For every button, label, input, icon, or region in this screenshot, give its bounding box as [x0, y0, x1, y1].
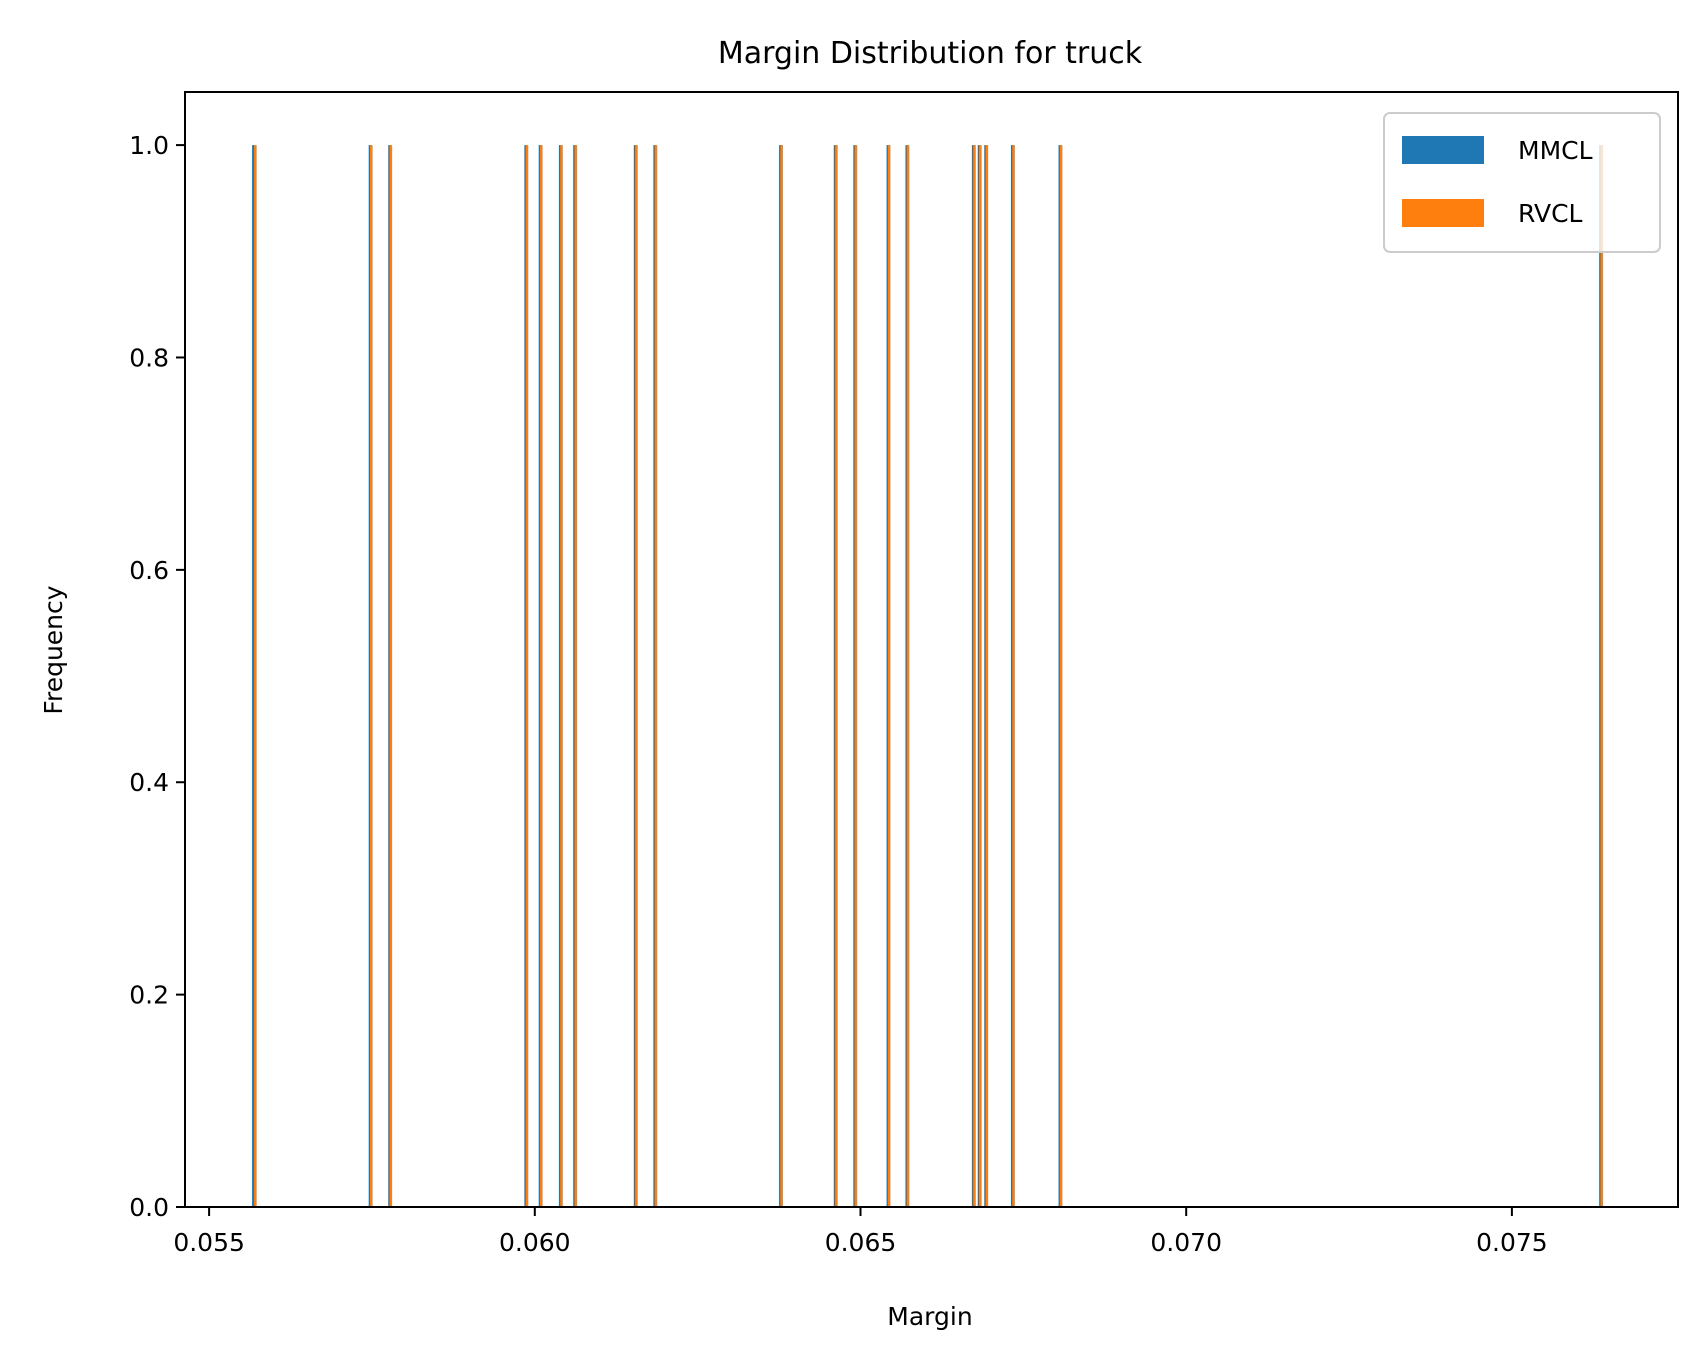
bar-rvcl-9 — [780, 145, 783, 1208]
bar-mmcl-17 — [1010, 145, 1014, 1208]
plot-frame — [184, 91, 1679, 1208]
bars-group — [252, 145, 1604, 1208]
bar-rvcl-0 — [254, 145, 257, 1208]
y-tick-label: 0.8 — [129, 343, 169, 372]
bar-mmcl-5 — [558, 145, 562, 1208]
x-tick-label: 0.055 — [173, 1228, 245, 1257]
bar-rvcl-2 — [389, 145, 393, 1208]
bar-rvcl-15 — [979, 145, 982, 1208]
bar-mmcl-6 — [573, 145, 576, 1208]
x-axis: 0.055 0.060 0.065 0.070 0.075 — [173, 1207, 1548, 1257]
bar-rvcl-10 — [835, 145, 838, 1208]
legend-frame — [1383, 112, 1661, 253]
bar-rvcl-4 — [540, 145, 543, 1208]
legend-label-mmcl: MMCL — [1518, 136, 1593, 165]
y-tick-label: 0.2 — [129, 981, 169, 1010]
bar-rvcl-14 — [973, 145, 976, 1208]
x-axis-label: Margin — [887, 1302, 972, 1331]
bar-rvcl-18 — [1059, 145, 1063, 1208]
legend-swatch-mmcl — [1402, 136, 1484, 164]
legend-swatch-rvcl — [1402, 199, 1484, 227]
bar-rvcl-8 — [654, 145, 658, 1208]
y-axis: 0.0 0.2 0.4 0.6 0.8 1.0 — [129, 131, 185, 1222]
y-axis-label: Frequency — [39, 585, 68, 714]
x-tick-label: 0.070 — [1150, 1228, 1222, 1257]
chart-title: Margin Distribution for truck — [718, 36, 1143, 71]
bar-mmcl-0 — [252, 145, 255, 1208]
bar-rvcl-12 — [887, 145, 891, 1208]
bar-rvcl-16 — [985, 145, 989, 1208]
x-tick-label: 0.060 — [499, 1228, 571, 1257]
bar-rvcl-13 — [906, 145, 910, 1208]
bar-rvcl-6 — [574, 145, 578, 1208]
y-tick-label: 0.0 — [129, 1193, 169, 1222]
bar-rvcl-11 — [854, 145, 858, 1208]
bar-mmcl-19 — [1599, 145, 1602, 1208]
bar-rvcl-5 — [560, 145, 563, 1208]
bar-rvcl-3 — [525, 145, 529, 1208]
y-tick-label: 0.6 — [129, 556, 169, 585]
y-tick-label: 1.0 — [129, 131, 169, 160]
bar-rvcl-17 — [1012, 145, 1015, 1208]
x-tick-label: 0.065 — [825, 1228, 897, 1257]
bar-rvcl-19 — [1600, 145, 1604, 1208]
bar-mmcl-10 — [833, 145, 837, 1208]
bar-rvcl-7 — [635, 145, 638, 1208]
x-tick-label: 0.075 — [1476, 1228, 1548, 1257]
bar-mmcl-2 — [388, 145, 391, 1208]
bar-rvcl-1 — [370, 145, 373, 1208]
legend-label-rvcl: RVCL — [1518, 199, 1583, 228]
y-tick-label: 0.4 — [129, 768, 169, 797]
bar-mmcl-7 — [633, 145, 637, 1208]
legend: MMCL RVCL — [1383, 112, 1661, 253]
